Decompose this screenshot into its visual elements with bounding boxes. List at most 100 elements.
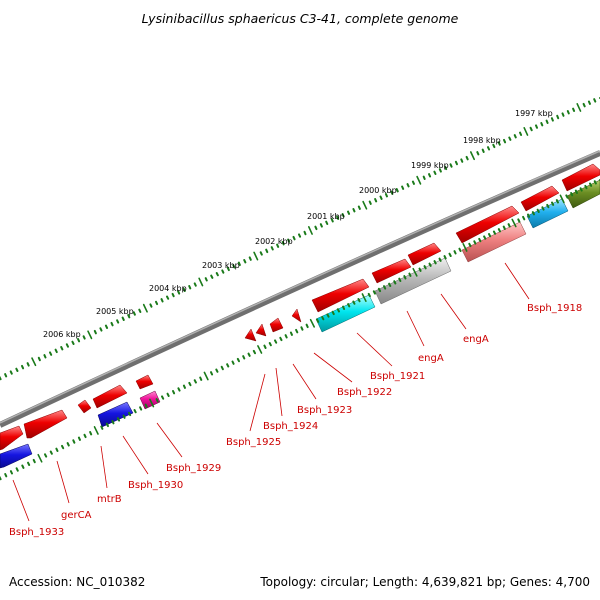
kbp-label: 1997 kbp [515,109,553,118]
gene-label[interactable]: mtrB [97,494,122,505]
minor-tick [443,255,447,260]
gene-labels: Bsph_1933 gerCA mtrB Bsph_1930 Bsph_1929… [9,303,582,538]
gene-arrow[interactable] [92,384,128,409]
minor-tick [171,292,175,298]
major-tick [309,318,316,328]
gene-label[interactable]: Bsph_1921 [370,371,425,382]
minor-tick [0,476,2,481]
gene-label[interactable]: Bsph_1918 [527,303,582,314]
minor-tick [540,122,544,127]
kbp-label: 1998 kbp [463,136,501,145]
gene-arrow[interactable] [291,308,302,323]
gene-arrow[interactable] [520,185,560,212]
minor-tick [517,218,521,223]
minor-tick [61,444,65,450]
minor-tick [352,300,356,305]
minor-tick [368,200,372,205]
minor-tick [231,360,235,365]
minor-tick [149,303,153,308]
minor-tick [522,215,526,221]
kbp-label: 2001 kbp [307,212,345,221]
major-tick [142,303,148,313]
olive-feature[interactable] [566,179,600,209]
gene-label[interactable]: Bsph_1923 [297,405,352,416]
outer-tick-ring [0,97,600,381]
minor-tick [481,148,485,153]
minor-tick [27,461,31,466]
kbp-label: 2006 kbp [43,330,81,339]
gene-label[interactable]: engA [418,353,444,364]
minor-tick [155,398,159,403]
gene-arrow[interactable] [455,205,520,244]
minor-tick [497,228,501,233]
gene-arrow[interactable] [407,242,442,266]
minor-tick [483,235,487,240]
major-tick [361,293,367,303]
minor-tick [535,124,538,129]
minor-tick [177,387,181,392]
gene-label[interactable]: Bsph_1924 [263,421,318,432]
minor-tick [199,376,203,381]
minor-tick [100,425,104,430]
major-tick [253,251,259,261]
minor-tick [487,146,491,151]
minor-tick [314,225,318,231]
gene-arrow[interactable] [269,317,284,333]
gene-arrow[interactable] [255,323,267,337]
minor-tick [226,363,230,368]
rna-feature[interactable] [526,198,569,229]
gene-arrow[interactable] [244,328,257,342]
gene-label[interactable]: gerCA [61,510,92,521]
gene-arrow[interactable] [311,278,370,313]
gene-arrow[interactable] [561,163,600,192]
minor-tick [303,230,307,236]
minor-tick [326,313,330,318]
minor-tick [357,298,361,303]
gene-arrow[interactable] [0,425,24,451]
gene-label[interactable]: Bsph_1925 [226,437,281,448]
reverse-gene[interactable] [0,443,33,469]
major-tick [523,127,529,136]
minor-tick [508,136,512,141]
major-tick [149,398,155,408]
gene-arrow[interactable] [77,399,92,414]
minor-tick [105,422,109,428]
minor-tick [54,348,58,354]
gene-label[interactable]: Bsph_1922 [337,387,392,398]
minor-tick [458,247,462,252]
minor-tick [305,323,309,329]
gene-label[interactable]: engA [463,334,489,345]
minor-tick [418,267,422,272]
minor-tick [161,395,165,400]
gene-label[interactable]: Bsph_1933 [9,527,64,538]
reverse-gene[interactable] [97,401,134,428]
major-tick [37,453,43,463]
minor-tick [9,470,13,475]
gene-label[interactable]: Bsph_1929 [166,463,221,474]
rna-feature[interactable] [315,294,376,333]
minor-tick [566,110,570,115]
minor-tick [155,300,159,306]
major-tick [93,425,99,435]
gene-arrow[interactable] [135,374,154,390]
minor-tick [411,180,415,185]
minor-tick [428,173,432,178]
minor-tick [395,188,399,193]
minor-tick [32,458,36,464]
minor-tick [507,223,511,228]
major-tick [198,277,204,287]
gene-arrow[interactable] [23,409,68,439]
minor-tick [367,292,371,298]
minor-tick [449,163,453,168]
minor-tick [60,346,64,351]
gene-arrow[interactable] [371,258,412,284]
minor-tick [406,183,410,188]
minor-tick [561,112,565,117]
minor-tick [116,417,121,422]
minor-tick [44,453,48,458]
minor-tick [492,230,497,235]
minor-tick [116,319,120,324]
minor-tick [403,275,407,280]
grey-feature[interactable] [374,257,452,305]
gene-label[interactable]: Bsph_1930 [128,480,183,491]
